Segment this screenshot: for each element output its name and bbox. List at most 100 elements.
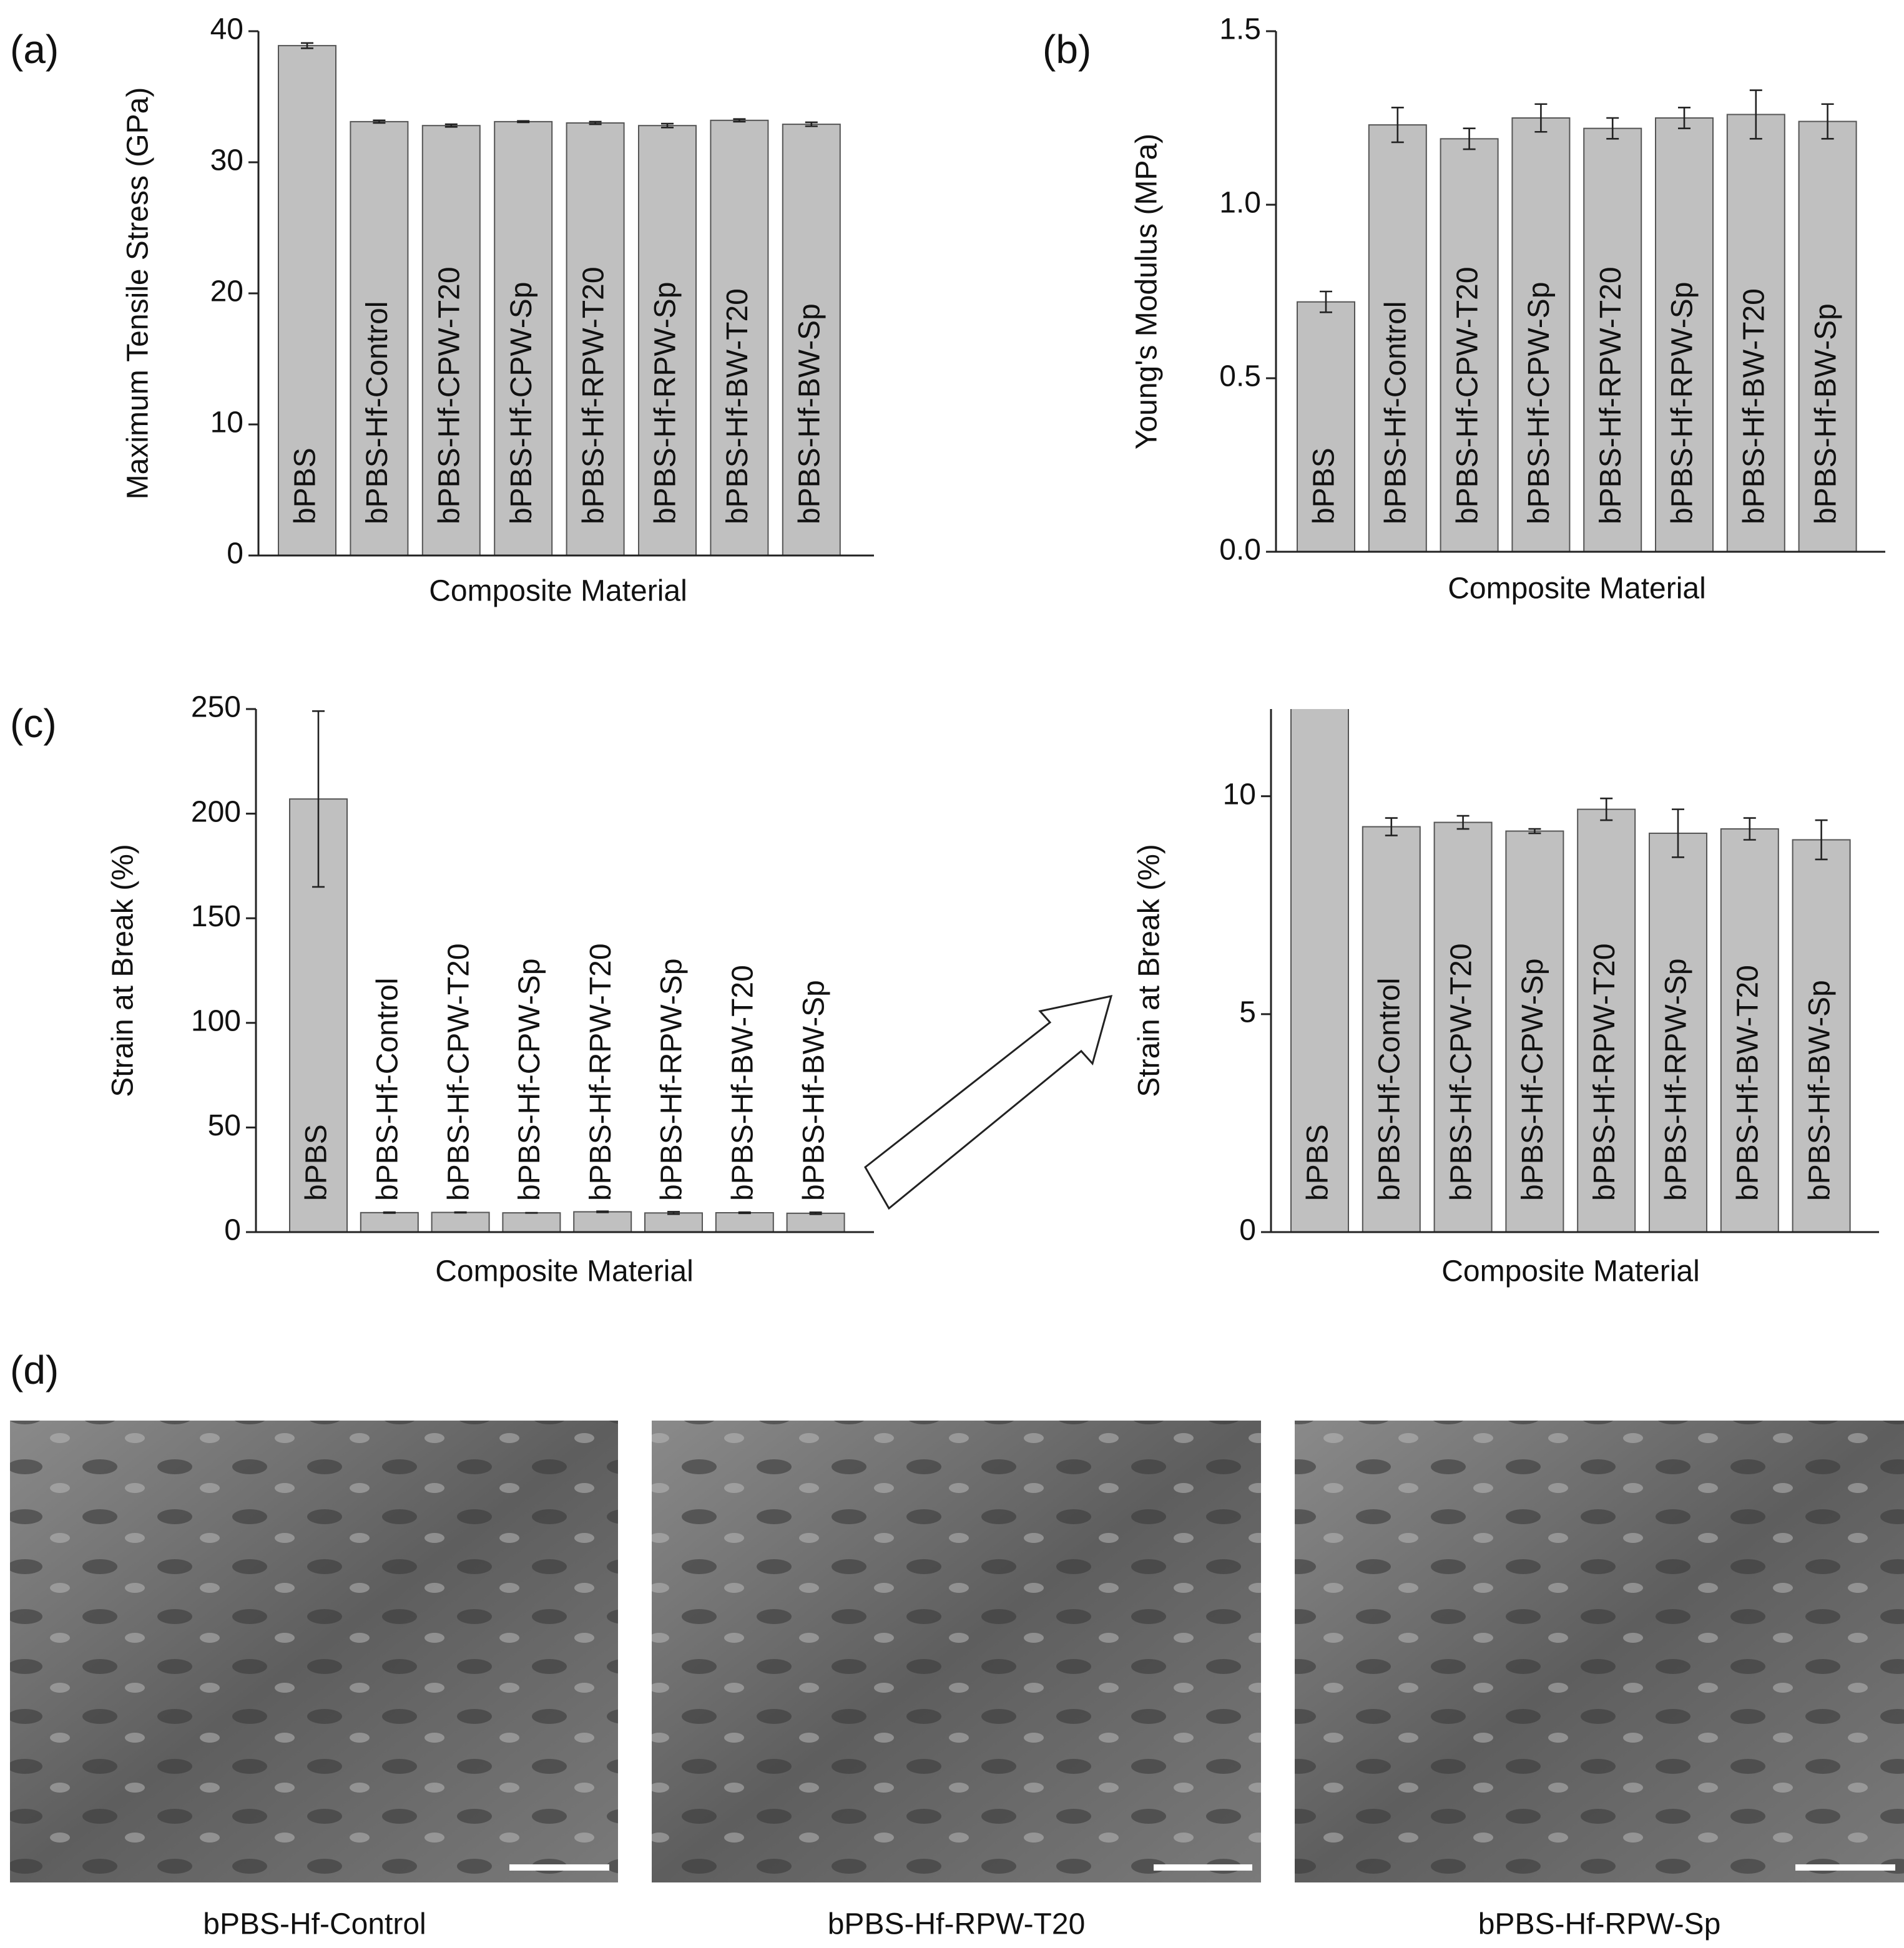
bar [1720, 828, 1779, 1232]
bar-label: bPBS-Hf-BW-T20 [726, 965, 759, 1201]
y-tick-label: 0.0 [1219, 534, 1261, 567]
bar [1655, 117, 1714, 552]
x-axis-title: Composite Material [435, 1255, 693, 1288]
error-bar [383, 1211, 396, 1214]
error-bar [589, 120, 602, 125]
error-bar [373, 119, 386, 124]
error-bar [454, 1211, 467, 1214]
error-bar [1456, 815, 1470, 830]
bar-label: bPBS [1302, 1124, 1335, 1201]
bar [1297, 301, 1355, 552]
bar-label: bPBS-Hf-RPW-Sp [1666, 281, 1699, 524]
panel-label: (b) [1043, 27, 1091, 72]
bar-label: bPBS-Hf-BW-Sp [793, 303, 826, 524]
bar [573, 1211, 632, 1232]
bar-label: bPBS-Hf-RPW-Sp [655, 958, 689, 1201]
sem-caption: bPBS-Hf-RPW-T20 [828, 1908, 1086, 1941]
error-bar [1600, 797, 1613, 821]
bar [502, 1212, 561, 1232]
error-bar [301, 42, 313, 49]
bar [431, 1211, 490, 1232]
bar-label: bPBS-Hf-RPW-T20 [584, 943, 617, 1201]
bar-label: bPBS [1308, 448, 1341, 524]
y-tick-label: 20 [210, 275, 243, 308]
y-tick-label: 10 [210, 406, 243, 439]
bar-label: bPBS [289, 448, 322, 524]
y-tick-label: 0 [227, 537, 243, 570]
y-tick-label: 0.5 [1219, 360, 1261, 393]
x-axis-title: Composite Material [1441, 1255, 1699, 1288]
error-bar [1749, 89, 1762, 140]
bar-label: bPBS-Hf-Control [1373, 978, 1406, 1201]
y-tick-label: 5 [1239, 996, 1256, 1029]
sem-caption: bPBS-Hf-RPW-Sp [1478, 1908, 1721, 1941]
bar [644, 1212, 703, 1232]
bar [360, 1211, 419, 1232]
bar [782, 124, 841, 556]
sem-image [1295, 1421, 1904, 1882]
bar-label: bPBS-Hf-CPW-T20 [1451, 267, 1484, 524]
y-tick-label: 150 [191, 900, 241, 933]
error-bar [1320, 290, 1332, 313]
y-tick-label: 250 [191, 691, 241, 724]
error-bar [312, 710, 325, 888]
y-axis-title: Strain at Break (%) [1133, 844, 1166, 1097]
bar-label: bPBS-Hf-CPW-Sp [1523, 281, 1556, 524]
bar-label: bPBS-Hf-RPW-T20 [1588, 943, 1621, 1201]
bar [1577, 808, 1636, 1232]
error-bar [738, 1211, 751, 1215]
bar-label: bPBS-Hf-CPW-Sp [1516, 958, 1549, 1201]
bar-label: bPBS [300, 1124, 333, 1201]
bar [638, 125, 697, 556]
error-bar [1821, 103, 1834, 140]
error-bar [596, 1210, 609, 1213]
error-bar [1606, 117, 1619, 140]
x-axis-title: Composite Material [1448, 572, 1705, 605]
plot-area [1297, 89, 1857, 552]
y-tick-label: 0 [1239, 1214, 1256, 1247]
bar [278, 45, 336, 556]
bar [786, 1212, 845, 1232]
error-bar [1463, 127, 1476, 150]
plot-area [1290, 709, 1851, 1232]
y-tick-label: 100 [191, 1004, 241, 1037]
sem-caption: bPBS-Hf-Control [203, 1908, 426, 1941]
bar-label: bPBS-Hf-Control [371, 978, 404, 1201]
error-bar [1678, 107, 1691, 129]
error-bar [667, 1211, 680, 1215]
error-bar [661, 122, 674, 129]
bar-label: bPBS-Hf-BW-T20 [1737, 288, 1770, 524]
bar [710, 119, 769, 556]
plot-area [289, 710, 845, 1232]
sem-image [652, 1421, 1261, 1882]
error-bar [1534, 103, 1548, 133]
bar [1290, 709, 1349, 1232]
error-bar [1815, 819, 1828, 861]
bar [1362, 826, 1421, 1232]
y-tick-label: 200 [191, 795, 241, 828]
error-bar [1743, 817, 1756, 841]
bar-label: bPBS-Hf-CPW-T20 [433, 267, 466, 524]
bar [1511, 117, 1571, 552]
error-bar [1385, 817, 1398, 836]
sem-image [10, 1421, 618, 1882]
bar-label: bPBS-Hf-RPW-Sp [649, 281, 682, 524]
error-bar [733, 118, 746, 123]
bar [1649, 833, 1707, 1232]
y-axis-title: Maximum Tensile Stress (GPa) [122, 87, 155, 500]
bar-label: bPBS-Hf-CPW-T20 [442, 943, 475, 1201]
y-tick-label: 1.0 [1219, 187, 1261, 220]
y-tick-label: 1.5 [1219, 13, 1261, 46]
error-bar [809, 1211, 822, 1215]
error-bar [517, 120, 530, 124]
bar-label: bPBS-Hf-BW-Sp [1809, 303, 1842, 524]
bar [1726, 114, 1785, 552]
bar-label: bPBS-Hf-CPW-Sp [513, 958, 546, 1201]
panel-label: (a) [10, 27, 59, 72]
bar-label: bPBS-Hf-CPW-Sp [505, 281, 538, 524]
y-tick-label: 0 [224, 1214, 241, 1247]
bar-label: bPBS-Hf-BW-Sp [1803, 980, 1836, 1201]
bar-label: bPBS-Hf-BW-T20 [1731, 965, 1764, 1201]
